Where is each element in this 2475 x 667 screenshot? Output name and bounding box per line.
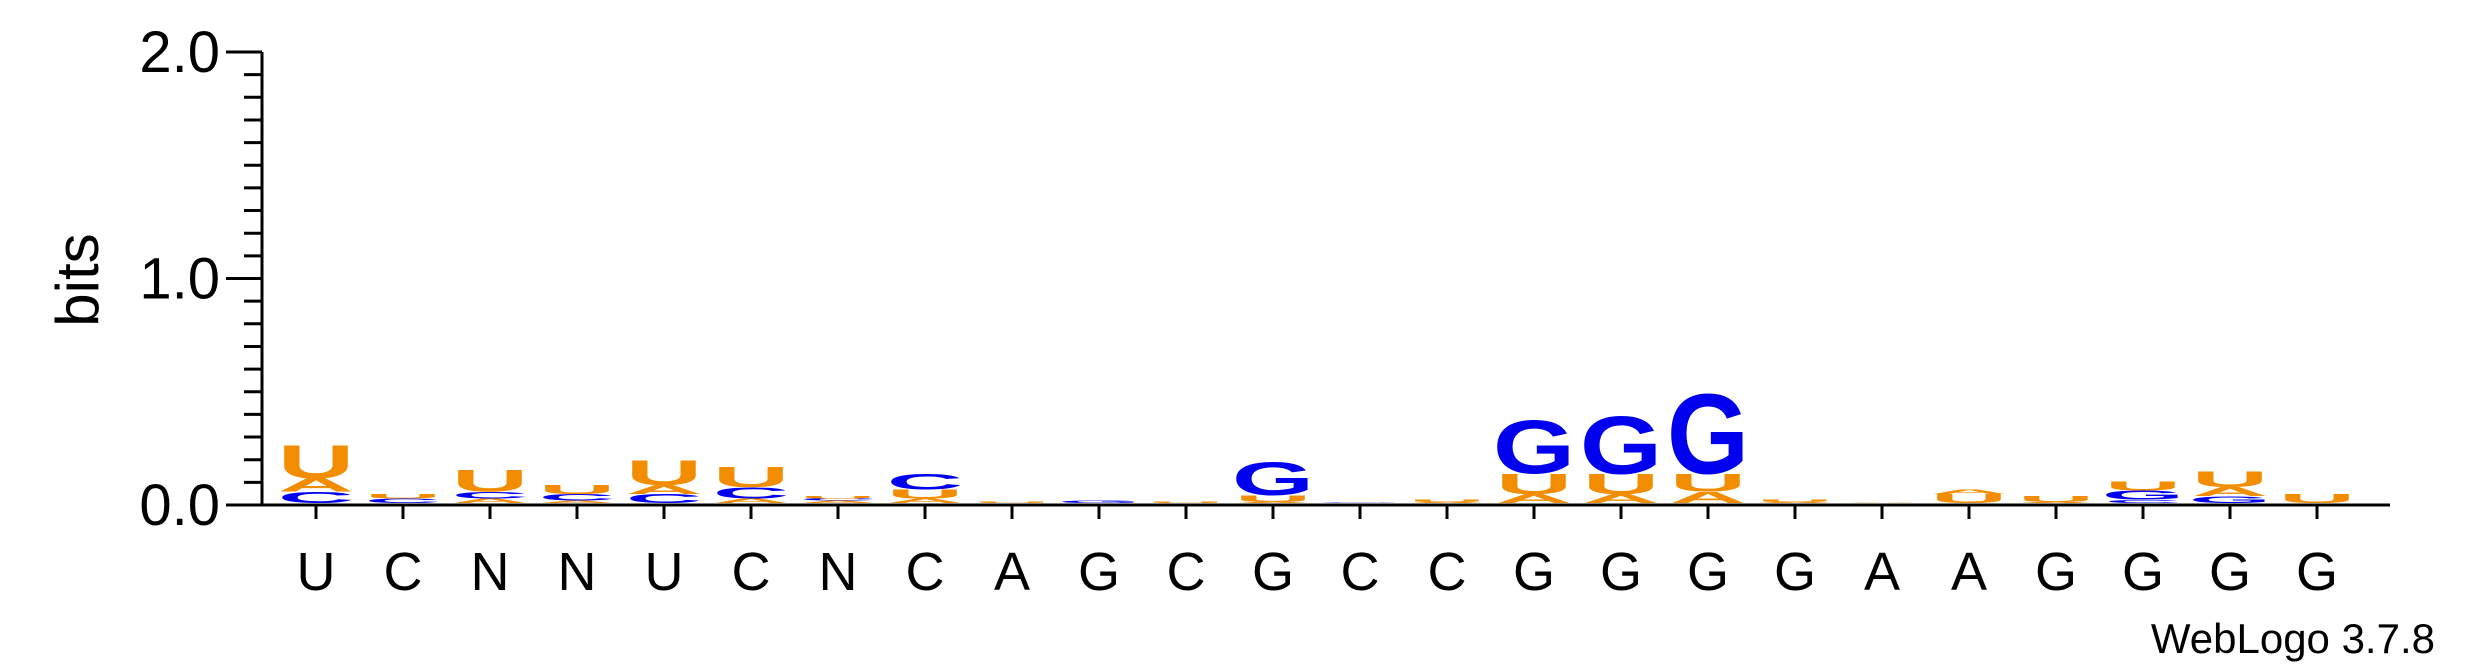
logo-letter-G: G bbox=[1058, 500, 1140, 504]
x-tick-label: C bbox=[384, 542, 423, 602]
x-tick-label: C bbox=[1341, 542, 1380, 602]
logo-letter-U: U bbox=[1931, 492, 2007, 506]
x-tick-label: A bbox=[1951, 542, 1987, 602]
logo-letter-U: U bbox=[1583, 469, 1659, 501]
logo-letter-U: U bbox=[887, 487, 963, 501]
x-tick-label: G bbox=[1513, 542, 1555, 602]
y-tick-label: 1.0 bbox=[139, 247, 220, 312]
logo-letter-A: A bbox=[713, 497, 789, 504]
logo-letter-U: U bbox=[1757, 499, 1833, 503]
x-tick-label: G bbox=[1600, 542, 1642, 602]
logo-letter-U: U bbox=[539, 483, 615, 497]
logo-letter-A: A bbox=[626, 483, 702, 497]
x-tick-label: N bbox=[819, 542, 858, 602]
logo-letter-U: U bbox=[365, 493, 441, 500]
x-tick-label: G bbox=[2209, 542, 2251, 602]
x-tick-label: G bbox=[1078, 542, 1120, 602]
x-tick-label: G bbox=[2035, 542, 2077, 602]
logo-letter-C: C bbox=[365, 497, 441, 504]
logo-letter-U: U bbox=[1670, 469, 1746, 497]
x-tick-label: N bbox=[558, 542, 597, 602]
logo-letter-A: A bbox=[1757, 502, 1833, 504]
x-tick-label: A bbox=[994, 542, 1030, 602]
logo-letter-G: G bbox=[2189, 494, 2271, 505]
x-tick-label: C bbox=[1428, 542, 1467, 602]
logo-letter-C: C bbox=[539, 492, 615, 503]
logo-letter-U: U bbox=[452, 463, 528, 499]
x-tick-label: U bbox=[297, 542, 336, 602]
logo-letter-U: U bbox=[974, 502, 1050, 504]
logo-letter-U: U bbox=[1235, 493, 1311, 504]
logo-letter-U: U bbox=[800, 496, 876, 500]
x-tick-label: N bbox=[471, 542, 510, 602]
logo-letter-C: C bbox=[278, 489, 354, 507]
logo-letter-A: A bbox=[1409, 502, 1485, 504]
x-tick-label: U bbox=[645, 542, 684, 602]
logo-letter-C: C bbox=[887, 470, 963, 495]
y-tick-label: 2.0 bbox=[139, 20, 220, 85]
logo-letter-C: C bbox=[2105, 499, 2181, 504]
y-ticks: 0.0 1.0 2.0 bbox=[139, 20, 262, 538]
logo-letter-U: U bbox=[1496, 469, 1572, 501]
x-tick-label: G bbox=[2296, 542, 2338, 602]
y-tick-label: 0.0 bbox=[139, 473, 220, 538]
x-tick-label: G bbox=[1687, 542, 1729, 602]
logo-letter-A: A bbox=[2192, 485, 2268, 499]
logo-letter-G: G bbox=[1232, 453, 1314, 506]
logo-letter-A: A bbox=[452, 497, 528, 504]
logo-letter-A: A bbox=[1931, 488, 2007, 495]
logo-letter-A: A bbox=[1844, 502, 1920, 503]
logo-letter-C: C bbox=[713, 484, 789, 502]
logo-letter-A: A bbox=[1496, 492, 1572, 506]
logo-letter-C: C bbox=[626, 492, 702, 506]
x-tick-label: C bbox=[1167, 542, 1206, 602]
logo-letter-G: G bbox=[1319, 502, 1401, 503]
x-tick-label: C bbox=[906, 542, 945, 602]
logo-letter-A: A bbox=[2018, 502, 2094, 504]
logo-letter-C: C bbox=[452, 490, 528, 501]
logo-letter-U: U bbox=[1409, 499, 1485, 503]
logo-letter-U: U bbox=[2192, 467, 2268, 492]
logo-letter-U: U bbox=[2279, 492, 2355, 506]
logo-letter-U: U bbox=[278, 436, 354, 489]
y-axis-label: bits bbox=[44, 233, 111, 326]
x-tick-label: G bbox=[1774, 542, 1816, 602]
logo-letter-A: A bbox=[1235, 502, 1311, 504]
logo-letter-U: U bbox=[2105, 479, 2181, 493]
logo-letter-G: G bbox=[2102, 488, 2184, 502]
logo-letter-U: U bbox=[2018, 495, 2094, 504]
logo-letter-G: G bbox=[1493, 405, 1575, 490]
x-tick-label: A bbox=[1864, 542, 1900, 602]
logo-letter-C: C bbox=[800, 498, 876, 502]
weblogo-credit: WebLogo 3.7.8 bbox=[2151, 615, 2435, 662]
logo-letter-A: A bbox=[887, 497, 963, 504]
logo-letter-U: U bbox=[626, 453, 702, 492]
logo-letter-A: A bbox=[278, 475, 354, 496]
logo-letter-U: U bbox=[1148, 502, 1224, 504]
logo-letter-A: A bbox=[1583, 492, 1659, 506]
logo-letter-G: G bbox=[1580, 400, 1662, 492]
logo-letter-A: A bbox=[800, 500, 876, 504]
logo-letter-G: G bbox=[1667, 372, 1749, 498]
logo-letter-U: U bbox=[713, 462, 789, 494]
x-tick-label: C bbox=[732, 542, 771, 602]
logo-letter-A: A bbox=[1670, 489, 1746, 507]
x-tick-label: G bbox=[2122, 542, 2164, 602]
logo-letter-A: A bbox=[539, 500, 615, 504]
x-tick-label: G bbox=[1252, 542, 1294, 602]
